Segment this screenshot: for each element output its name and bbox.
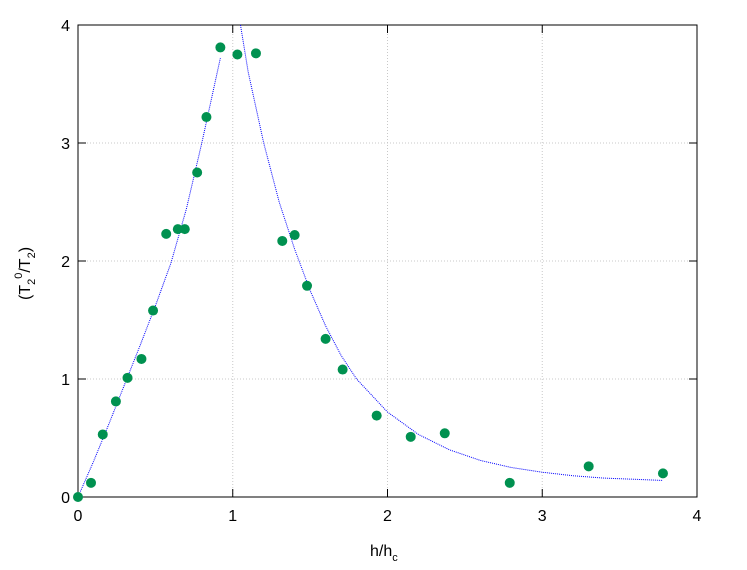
data-point	[504, 477, 515, 488]
y-axis-label-part: 2	[26, 279, 38, 285]
data-point	[192, 167, 203, 178]
data-point	[136, 353, 147, 364]
y-axis-label: (T20/T2)	[13, 247, 38, 300]
data-point	[161, 228, 172, 239]
data-point	[172, 224, 183, 235]
data-point	[179, 224, 190, 235]
data-point	[250, 48, 261, 59]
x-axis-label-part: c	[392, 552, 398, 564]
x-axis-label: h/hc	[370, 543, 398, 564]
fit-line	[77, 24, 663, 498]
data-point	[73, 492, 83, 502]
data-point	[337, 364, 348, 375]
data-point	[439, 428, 450, 439]
plot-frame	[77, 24, 698, 498]
y-axis-label-part: )	[17, 247, 34, 252]
x-tick-label: 0	[74, 508, 83, 525]
y-tick-label: 0	[61, 490, 70, 507]
y-tick-label: 4	[61, 18, 70, 35]
data-point	[657, 468, 668, 479]
x-tick-label: 3	[538, 508, 547, 525]
data-point	[320, 333, 331, 344]
data-point	[85, 477, 96, 488]
data-point	[215, 42, 226, 53]
x-axis-label-part: h/h	[370, 543, 392, 560]
data-point	[405, 431, 416, 442]
y-axis-label-part: 0	[13, 273, 25, 279]
data-point	[148, 305, 159, 316]
data-point	[122, 372, 133, 383]
data-point	[97, 429, 108, 440]
data-point	[277, 235, 288, 246]
data-point	[583, 461, 594, 472]
data-point	[302, 280, 313, 291]
x-tick-label: 4	[693, 508, 702, 525]
y-tick-label: 3	[61, 136, 70, 153]
data-point	[110, 396, 121, 407]
data-point	[232, 49, 243, 60]
y-axis-label-part: 2	[26, 252, 38, 258]
y-tick-label: 1	[61, 372, 70, 389]
x-tick-label: 1	[228, 508, 237, 525]
data-point	[371, 410, 382, 421]
data-point	[289, 230, 300, 241]
y-axis-label-part: /T	[17, 258, 34, 272]
y-tick-label: 2	[61, 254, 70, 271]
data-point	[201, 112, 212, 123]
x-tick-label: 2	[383, 508, 392, 525]
y-axis-label-part: (T	[17, 285, 34, 300]
